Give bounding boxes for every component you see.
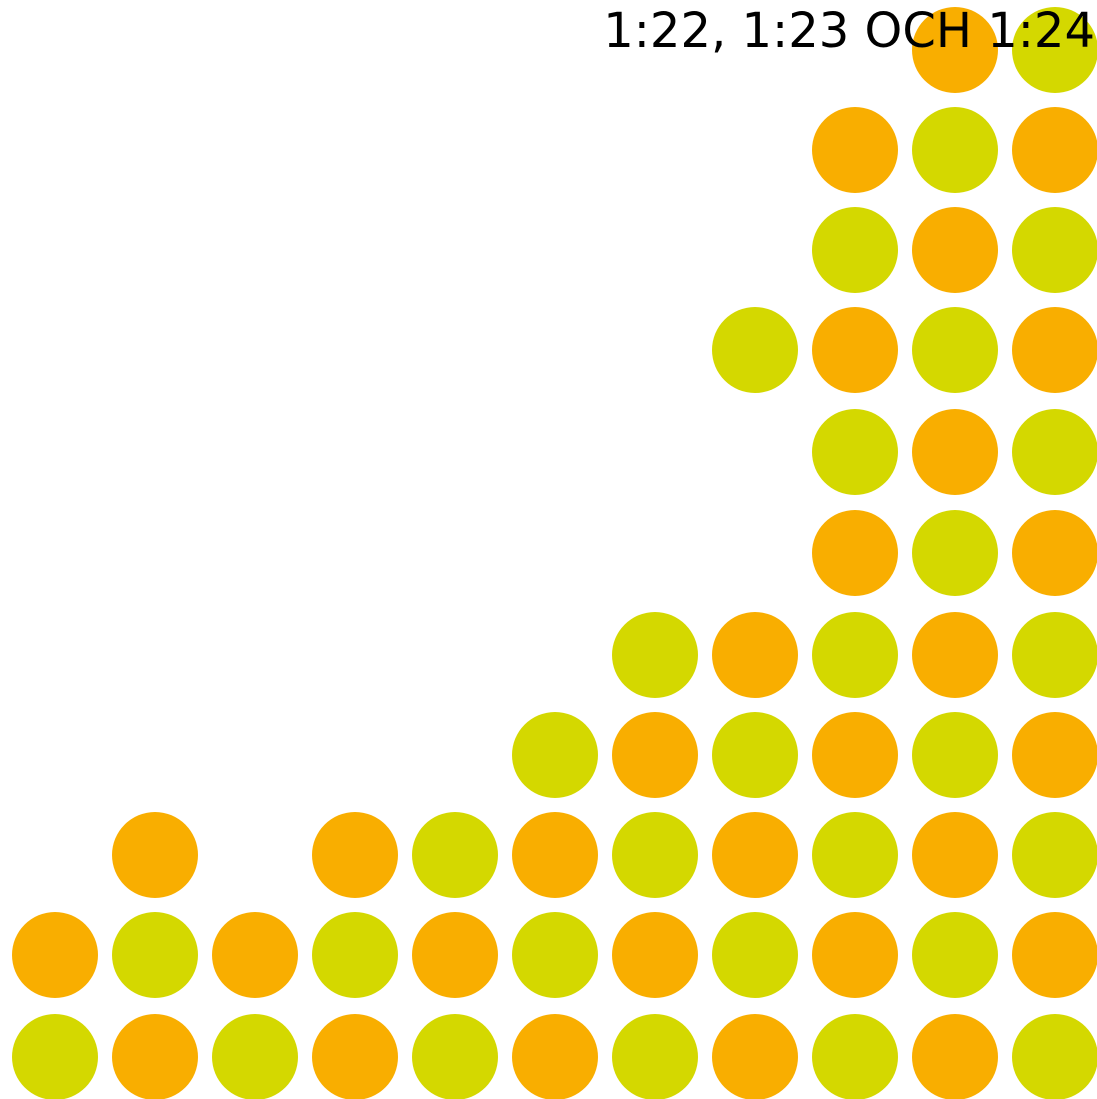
dot — [612, 812, 698, 898]
dot — [12, 1014, 98, 1099]
dot — [1012, 510, 1097, 596]
dot — [1012, 812, 1097, 898]
page: 1:22, 1:23 OCH 1:24 (() => { const data … — [0, 0, 1097, 1099]
dot — [512, 812, 598, 898]
dot — [412, 912, 498, 998]
dot — [712, 812, 798, 898]
dot — [1012, 409, 1097, 495]
dot — [612, 712, 698, 798]
dot — [1012, 1014, 1097, 1099]
dot — [112, 812, 198, 898]
dot — [612, 612, 698, 698]
dot — [1012, 307, 1097, 393]
dot — [1012, 207, 1097, 293]
dot — [512, 1014, 598, 1099]
dot — [812, 912, 898, 998]
decoration — [12, 7, 1097, 1099]
dot — [912, 812, 998, 898]
dot — [1012, 107, 1097, 193]
dot — [812, 1014, 898, 1099]
title: 1:22, 1:23 OCH 1:24 — [603, 3, 1095, 59]
dot — [912, 307, 998, 393]
dot — [712, 912, 798, 998]
dot — [912, 510, 998, 596]
dot — [512, 712, 598, 798]
dot — [712, 712, 798, 798]
dot — [712, 612, 798, 698]
dot — [412, 812, 498, 898]
dot — [712, 307, 798, 393]
dot — [912, 612, 998, 698]
dot — [712, 1014, 798, 1099]
dot — [812, 812, 898, 898]
dot — [112, 912, 198, 998]
dot — [812, 612, 898, 698]
dot — [1012, 612, 1097, 698]
dot — [1012, 712, 1097, 798]
dot — [912, 1014, 998, 1099]
dot — [912, 207, 998, 293]
dot — [1012, 912, 1097, 998]
dot — [212, 1014, 298, 1099]
dot — [312, 912, 398, 998]
dot — [412, 1014, 498, 1099]
dot — [312, 1014, 398, 1099]
dot — [612, 1014, 698, 1099]
dot — [912, 712, 998, 798]
dot — [812, 207, 898, 293]
dot — [912, 107, 998, 193]
dot — [912, 912, 998, 998]
dot — [512, 912, 598, 998]
dot — [812, 307, 898, 393]
dot — [612, 912, 698, 998]
dot — [812, 409, 898, 495]
dot — [212, 912, 298, 998]
dot — [912, 409, 998, 495]
dot — [12, 912, 98, 998]
dot — [112, 1014, 198, 1099]
dot — [812, 712, 898, 798]
dot — [312, 812, 398, 898]
slide: 1:22, 1:23 OCH 1:24 — [0, 0, 1097, 1099]
dot — [812, 510, 898, 596]
dot — [812, 107, 898, 193]
